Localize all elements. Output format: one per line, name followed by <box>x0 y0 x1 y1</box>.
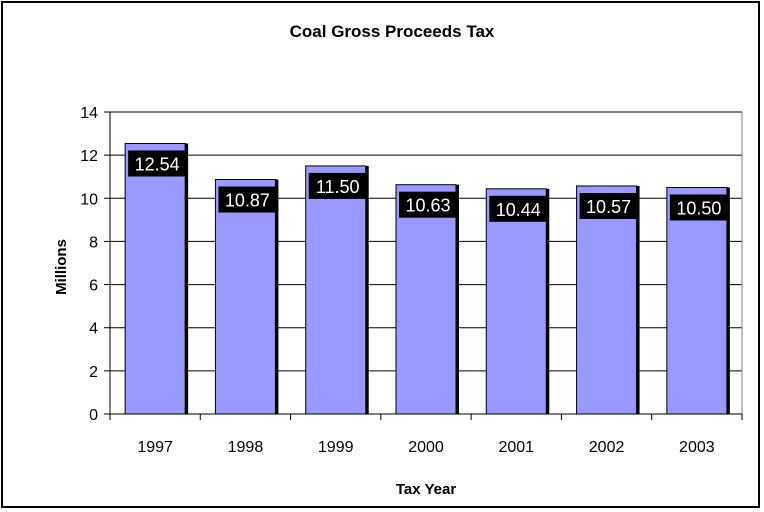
y-tick-label: 12 <box>80 148 98 165</box>
data-label-box <box>489 195 548 222</box>
y-axis-title: Millions <box>53 239 70 295</box>
bar <box>395 184 457 415</box>
x-tick-label: 2002 <box>589 439 625 456</box>
data-label: 10.87 <box>225 191 270 211</box>
data-label: 10.50 <box>676 199 721 219</box>
x-tick-label: 2000 <box>408 439 444 456</box>
data-label-box <box>579 192 638 219</box>
bar <box>124 142 186 415</box>
data-label: 12.54 <box>135 154 180 174</box>
data-label-box <box>669 194 728 221</box>
x-tick-label: 1998 <box>228 439 264 456</box>
data-label: 10.44 <box>496 200 541 220</box>
bar <box>214 179 276 415</box>
x-tick-label: 2003 <box>679 439 715 456</box>
data-label-box <box>308 172 367 199</box>
bar <box>576 185 638 415</box>
data-label: 11.50 <box>316 177 360 197</box>
x-tick-label: 1997 <box>137 439 173 456</box>
data-label-box <box>128 150 187 177</box>
y-tick-label: 2 <box>89 364 98 381</box>
x-tick-label: 2001 <box>498 439 534 456</box>
bar <box>485 188 547 415</box>
y-tick-label: 0 <box>89 407 98 424</box>
data-label: 10.63 <box>405 196 450 216</box>
data-label-box <box>399 191 457 218</box>
y-tick-label: 6 <box>89 278 98 295</box>
bar <box>305 165 367 415</box>
data-label: 10.57 <box>586 197 631 217</box>
chart-title: Coal Gross Proceeds Tax <box>290 22 495 41</box>
y-tick-label: 4 <box>89 321 98 338</box>
x-tick-label: 1999 <box>318 439 354 456</box>
bar <box>666 187 728 415</box>
plot-area: 0 2 4 6 8 10 12 14 12.54 1997 10.87 1998 11.50 1999 10… <box>80 105 743 456</box>
y-tick-label: 14 <box>80 105 98 122</box>
y-tick-label: 10 <box>80 191 98 208</box>
data-label-box <box>218 186 277 213</box>
y-tick-label: 8 <box>89 234 98 251</box>
x-axis-title: Tax Year <box>396 481 456 498</box>
